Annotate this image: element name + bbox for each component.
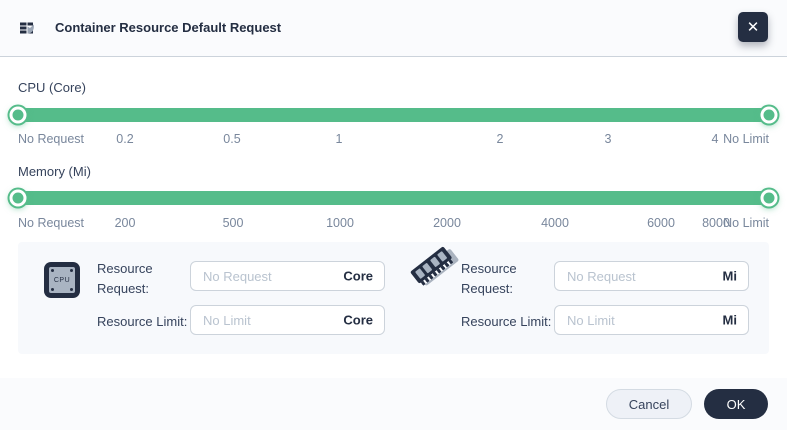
close-button[interactable]: ✕ (738, 12, 768, 42)
memory-tick-label: 500 (222, 216, 244, 230)
memory-limit-label: Resource Limit: (461, 314, 552, 329)
memory-slider-track[interactable] (8, 189, 779, 207)
cpu-chip-icon: CPU (44, 262, 80, 298)
memory-tick-label: 6000 (647, 216, 675, 230)
cpu-tick-label: 4 (711, 132, 719, 146)
cancel-button[interactable]: Cancel (606, 389, 692, 419)
memory-tick-label: 2000 (433, 216, 461, 230)
cpu-request-unit: Core (343, 268, 373, 284)
memory-limit-unit: Mi (722, 312, 737, 328)
memory-request-unit: Mi (722, 268, 737, 284)
memory-tick-label: No Limit (723, 216, 769, 230)
memory-limit-input[interactable] (554, 305, 749, 335)
memory-tick-label: 200 (114, 216, 136, 230)
cpu-tick-label: 0.2 (116, 132, 134, 146)
memory-request-field-wrap: Mi (554, 261, 749, 291)
resource-form-panel: CPU Resource Request: Core Resource Limi… (18, 242, 769, 354)
cpu-limit-field-wrap: Core (190, 305, 385, 335)
memory-stick-icon (406, 246, 460, 306)
memory-tick-row: No Request 200 500 1000 2000 4000 6000 8000 No L… (0, 216, 787, 232)
memory-slider-label: Memory (Mi) (18, 164, 91, 179)
memory-request-input[interactable] (554, 261, 749, 291)
cpu-tick-label: No Limit (723, 132, 769, 146)
cpu-request-input[interactable] (190, 261, 385, 291)
container-icon (20, 20, 36, 36)
dialog-footer: Cancel OK (0, 378, 787, 430)
cpu-tick-label: 0.5 (223, 132, 241, 146)
cpu-limit-label: Resource Limit: (97, 314, 188, 329)
memory-request-label: Resource Request: (461, 261, 517, 296)
memory-slider-max-handle[interactable] (760, 189, 778, 207)
ok-button[interactable]: OK (704, 389, 768, 419)
cpu-slider-min-handle[interactable] (9, 106, 27, 124)
memory-tick-label: 8000 (702, 216, 730, 230)
cpu-tick-label: No Request (18, 132, 85, 146)
cpu-request-field-wrap: Core (190, 261, 385, 291)
memory-limit-field-wrap: Mi (554, 305, 749, 335)
cpu-slider-label: CPU (Core) (18, 80, 86, 95)
cpu-request-label: Resource Request: (97, 261, 153, 296)
cpu-chip-text: CPU (53, 276, 71, 284)
memory-tick-label: No Request (18, 216, 85, 230)
cpu-limit-input[interactable] (190, 305, 385, 335)
close-icon: ✕ (746, 19, 760, 36)
cpu-tick-label: 2 (496, 132, 504, 146)
cpu-tick-label: 1 (335, 132, 343, 146)
cpu-limit-unit: Core (343, 312, 373, 328)
dialog-header: Container Resource Default Request ✕ (0, 0, 787, 57)
memory-tick-label: 4000 (541, 216, 569, 230)
dialog-title: Container Resource Default Request (55, 20, 282, 35)
cpu-tick-row: No Request 0.2 0.5 1 2 3 4 No Limit (0, 132, 787, 148)
cpu-slider-track[interactable] (8, 106, 779, 124)
memory-slider-min-handle[interactable] (9, 189, 27, 207)
cpu-tick-label: 3 (604, 132, 612, 146)
memory-tick-label: 1000 (326, 216, 354, 230)
cpu-slider-max-handle[interactable] (760, 106, 778, 124)
